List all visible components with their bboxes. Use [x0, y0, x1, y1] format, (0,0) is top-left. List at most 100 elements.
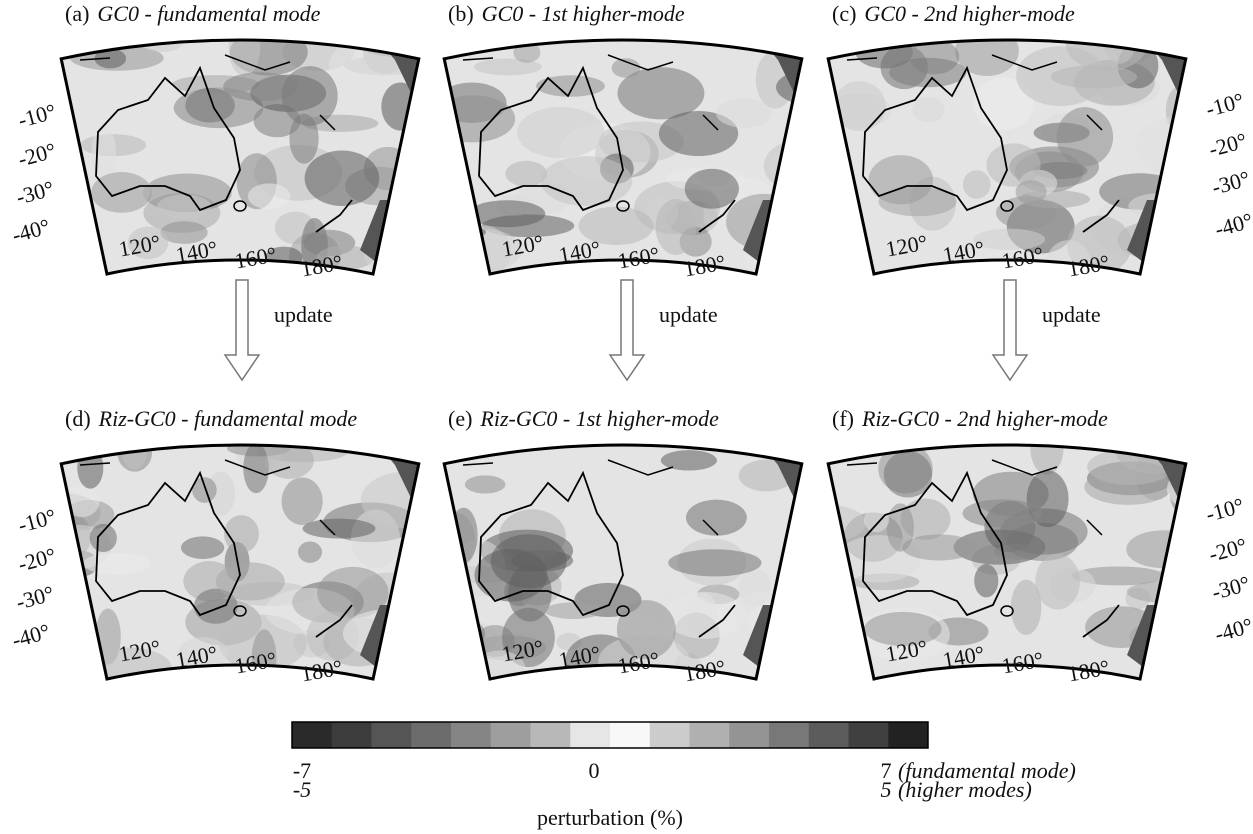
anomaly	[282, 66, 338, 126]
colorbar-tick-label: 0	[589, 758, 600, 783]
lat-label: -10°	[15, 504, 58, 538]
anomaly	[864, 507, 889, 532]
lat-label: -10°	[1203, 493, 1246, 527]
panel-title-text: Riz-GC0 - 2nd higher-mode	[861, 406, 1108, 431]
panel: (f) Riz-GC0 - 2nd higher-mode -10° -20° -30°…	[789, 406, 1253, 686]
panel-letter: (a)	[65, 1, 89, 26]
panel-title-text: GC0 - 1st higher-mode	[482, 1, 685, 26]
colorbar-cell	[451, 722, 491, 748]
lat-label: -20°	[15, 543, 58, 577]
anomaly	[228, 19, 260, 75]
anomaly	[1104, 21, 1136, 64]
anomaly	[986, 143, 1040, 186]
panel-letter: (b)	[448, 1, 474, 26]
colorbar-note: (higher modes)	[898, 777, 1032, 802]
panel-title-text: Riz-GC0 - fundamental mode	[98, 406, 358, 431]
anomaly	[417, 601, 469, 625]
panel-title: (b) GC0 - 1st higher-mode	[448, 1, 685, 26]
colorbar-cell	[729, 722, 769, 748]
colorbar-tick-label: -5	[293, 777, 311, 802]
colorbar-cell	[491, 722, 531, 748]
anomaly	[282, 477, 323, 525]
panel: (d)Riz-GC0 - fundamental mode-10°-20°-30…	[9, 406, 452, 688]
panel-letter: (f)	[832, 406, 854, 431]
colorbar-cell	[610, 722, 650, 748]
update-arrow	[610, 280, 644, 380]
anomaly	[1035, 554, 1080, 610]
panel-title: (f) Riz-GC0 - 2nd higher-mode	[832, 406, 1108, 431]
anomaly	[884, 451, 932, 497]
anomaly	[505, 161, 547, 187]
anomaly	[401, 223, 486, 241]
anomaly	[90, 524, 117, 552]
anomaly	[381, 82, 420, 130]
colorbar-cell	[650, 722, 690, 748]
anomaly	[1051, 65, 1137, 88]
colorbar-cell	[372, 722, 412, 748]
lat-label: -40°	[9, 214, 52, 248]
anomaly	[157, 194, 211, 219]
anomaly	[465, 475, 506, 493]
anomaly	[248, 183, 291, 209]
colorbar-cell	[809, 722, 849, 748]
anomaly	[224, 515, 259, 553]
anomaly	[656, 199, 697, 255]
anomaly	[869, 155, 933, 204]
anomaly	[517, 107, 605, 158]
colorbar-cell	[332, 722, 372, 748]
anomaly	[343, 609, 433, 657]
lat-label: -20°	[15, 138, 58, 172]
panel-title-text: Riz-GC0 - 1st higher-mode	[479, 406, 719, 431]
anomaly	[664, 592, 745, 639]
colorbar-cell	[888, 722, 928, 748]
lat-label: -40°	[1212, 613, 1253, 647]
anomaly	[389, 242, 467, 276]
anomaly	[716, 99, 772, 128]
lat-label: -40°	[9, 619, 52, 653]
anomaly	[390, 241, 458, 295]
anomaly	[1127, 581, 1210, 603]
anomaly	[430, 122, 460, 148]
anomaly	[777, 208, 815, 234]
lat-label: -30°	[1209, 571, 1252, 605]
figure: (a) GC0 - fundamental mode -10° -20° -30° -40…	[0, 0, 1253, 834]
panel: (b)GC0 - 1st higher-mode120°140°160°180°	[401, 1, 845, 281]
lat-label: -20°	[1206, 533, 1249, 567]
colorbar-cell	[292, 722, 332, 748]
update-label: update	[1042, 302, 1101, 327]
lat-label: -10°	[15, 99, 58, 133]
panel-title: (c)GC0 - 2nd higher-mode	[832, 1, 1075, 26]
anomaly	[963, 170, 991, 199]
colorbar-cell	[849, 722, 889, 748]
panel-title: (a) GC0 - fundamental mode	[65, 1, 321, 26]
colorbar-cell	[769, 722, 809, 748]
anomaly	[1148, 599, 1222, 656]
panel: (e)Riz-GC0 - 1st higher-mode120°140°160°…	[414, 406, 845, 689]
anomaly	[536, 75, 605, 97]
anomaly	[303, 519, 376, 539]
anomaly	[686, 500, 747, 536]
lat-label: -30°	[13, 176, 56, 210]
anomaly	[305, 150, 380, 206]
colorbar-cell	[531, 722, 571, 748]
anomaly	[77, 447, 103, 488]
panel-title-text: GC0 - fundamental mode	[97, 1, 320, 26]
anomaly	[912, 97, 945, 122]
anomaly	[685, 169, 739, 209]
panel: (c)GC0 - 2nd higher-mode-10°-20°-30°-40°…	[825, 1, 1253, 289]
update-arrow	[225, 280, 259, 380]
colorbar-label: perturbation (%)	[537, 805, 683, 830]
anomaly	[181, 536, 224, 559]
lat-label: -40°	[1212, 208, 1253, 242]
update-arrow	[993, 280, 1027, 380]
lat-label: -30°	[13, 581, 56, 615]
panel-letter: (e)	[448, 406, 472, 431]
anomaly	[789, 505, 866, 542]
anomaly	[807, 634, 866, 652]
colorbar-cell	[690, 722, 730, 748]
anomaly	[1136, 117, 1218, 176]
anomaly	[491, 534, 567, 588]
lat-label: -30°	[1209, 166, 1252, 200]
panel-title: (e) Riz-GC0 - 1st higher-mode	[448, 406, 719, 431]
anomaly	[668, 549, 761, 576]
